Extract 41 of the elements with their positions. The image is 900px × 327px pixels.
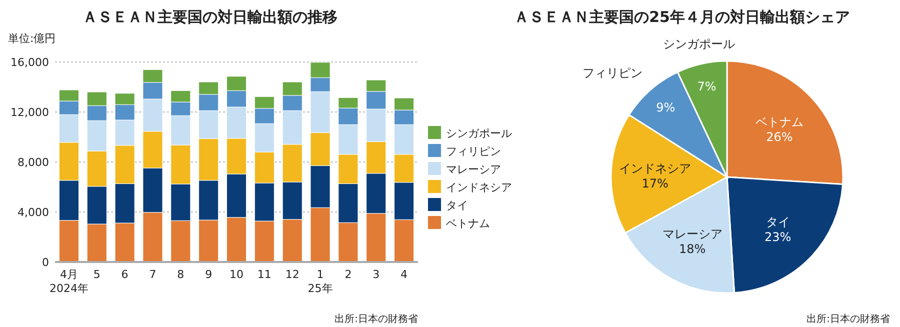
legend-label: インドネシア <box>446 181 512 194</box>
legend-label: フィリピン <box>446 145 501 158</box>
data-label: 7% <box>697 79 716 94</box>
y-tick-label: 12,000 <box>10 106 49 119</box>
data-label: 17% <box>642 176 668 191</box>
x-tick-label: 6 <box>121 268 128 281</box>
x-tick-label: 12 <box>285 268 300 281</box>
x-tick-label: 5 <box>93 268 100 281</box>
slice-label: タイ <box>766 214 790 229</box>
legend-label: ベトナム <box>446 217 490 230</box>
chart-title: ＡＳＥＡＮ主要国の対日輸出額の推移 <box>82 8 338 26</box>
text: 出所:日本の財務省 <box>334 313 418 325</box>
y-tick-label: 8,000 <box>18 156 49 169</box>
data-label: 26% <box>766 130 793 144</box>
x-tick-label: 8 <box>177 268 184 281</box>
x-tick-label: 1 25年 <box>308 268 333 295</box>
x-tick-label: 3 <box>372 268 380 281</box>
text: 出所:日本の財務省 <box>806 313 890 325</box>
x-tick-label: 10 <box>230 268 244 281</box>
y-tick-label: 16,000 <box>10 56 49 69</box>
legend-label: タイ <box>446 199 468 212</box>
y-tick-label: 0 <box>42 256 49 269</box>
chart-title: ＡＳＥＡＮ主要国の25年４月の対日輸出額シェア <box>514 8 850 26</box>
x-tick-label: 4 <box>400 268 408 281</box>
x-tick-label: 9 <box>205 268 212 281</box>
data-label: 23% <box>764 230 792 244</box>
slice-label: シンガポール <box>663 37 736 52</box>
x-tick-label: 7 <box>149 268 156 281</box>
x-tick-label: 4月 2024年 <box>49 268 88 295</box>
x-tick-label: 11 <box>257 268 272 281</box>
slice-label: ベトナム <box>755 114 804 129</box>
legend-label: マレーシア <box>446 163 501 176</box>
x-tick-label: 2 <box>344 268 352 281</box>
slice-label: インドネシア <box>619 162 692 176</box>
slice-label: フィリピン <box>582 66 642 80</box>
data-label: 18% <box>679 242 706 256</box>
legend-label: シンガポール <box>446 127 512 140</box>
data-label: 9% <box>656 100 676 114</box>
y-tick-label: 4,000 <box>18 206 49 219</box>
slice-label: マレーシア <box>662 227 722 242</box>
y-axis-title: 単位:億円 <box>8 32 56 45</box>
